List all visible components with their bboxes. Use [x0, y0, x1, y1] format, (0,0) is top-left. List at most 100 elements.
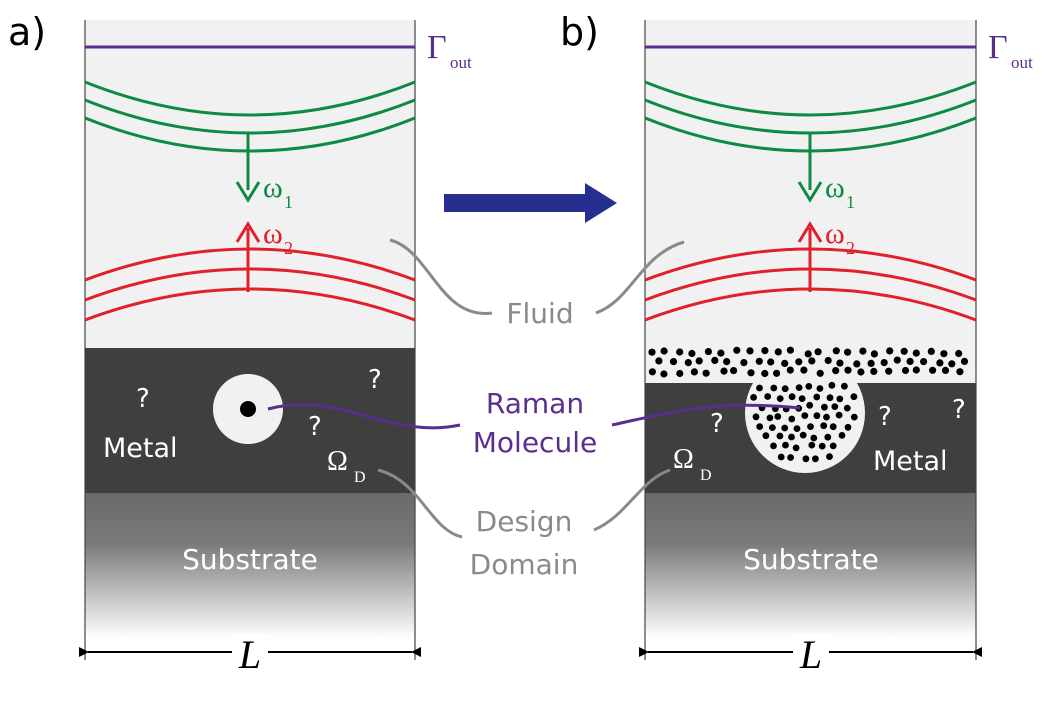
gamma-symbol: Γ — [988, 29, 1008, 66]
molecule-dot — [756, 384, 763, 392]
molecule-dot — [802, 455, 810, 463]
molecule-dot — [805, 383, 813, 390]
length-label: L — [799, 632, 822, 677]
molecule-dot — [761, 347, 769, 355]
molecule-dot — [906, 357, 914, 365]
question-mark: ? — [308, 412, 322, 442]
molecule-dot — [795, 358, 803, 366]
molecule-dot — [769, 424, 776, 431]
molecule-dot — [948, 360, 956, 368]
molecule-dot — [669, 358, 678, 366]
omega1-symbol: ω — [825, 171, 845, 204]
molecule-dot — [660, 347, 668, 355]
length-label-bg — [232, 634, 268, 670]
molecule-dot — [853, 360, 861, 368]
raman-molecule-dot — [240, 401, 256, 417]
molecule-dot — [816, 385, 824, 392]
molecule-dot — [821, 403, 828, 411]
fluid-region — [85, 20, 415, 350]
molecule-dot — [756, 423, 764, 430]
molecule-dot — [733, 346, 741, 354]
molecule-dot — [901, 366, 910, 375]
molecule-dot — [786, 346, 795, 354]
molecule-dot — [730, 367, 738, 375]
raman-label-line2: Molecule — [473, 426, 597, 459]
panel-label: b) — [560, 10, 599, 54]
incident-wavefront — [84, 98, 416, 135]
molecule-dot — [844, 423, 852, 431]
scattered-wavefront — [84, 267, 416, 302]
molecule-dot — [886, 347, 894, 355]
molecule-dot — [955, 349, 963, 358]
molecule-dot — [774, 348, 782, 356]
molecule-dot — [752, 413, 760, 421]
molecule-dot — [648, 368, 657, 376]
molecule-dot — [788, 433, 795, 441]
molecule-dot — [776, 395, 784, 402]
molecule-dot — [774, 413, 782, 420]
molecule-dot — [956, 368, 964, 376]
molecule-dot — [831, 403, 839, 410]
molecule-dot — [807, 423, 814, 430]
molecule-dot — [795, 384, 803, 391]
molecule-dot — [841, 382, 848, 390]
substrate-region — [85, 493, 415, 638]
omega1-subscript: 1 — [846, 192, 855, 212]
molecule-dot — [676, 369, 684, 378]
scattered-wavefront — [84, 287, 416, 322]
molecule-dot — [885, 367, 893, 375]
molecule-dot — [836, 395, 844, 403]
design-domain-subscript: D — [354, 469, 366, 486]
panel-b: b) Γ out ω 1 ω 2 ? ? ? — [560, 10, 1033, 677]
molecule-dot — [684, 359, 692, 367]
molecule-dot — [767, 358, 775, 366]
molecule-dot — [832, 347, 840, 355]
incident-arrow-head — [797, 181, 823, 203]
molecule-dot — [832, 367, 840, 375]
molecule-dot — [941, 366, 950, 374]
incident-wavefront — [644, 80, 977, 117]
molecule-dot — [799, 431, 807, 439]
molecule-dot — [761, 369, 769, 378]
molecule-dot — [824, 356, 832, 365]
molecule-dot — [720, 367, 728, 375]
raman-pointer-left — [267, 403, 461, 430]
molecule-dot — [781, 359, 789, 367]
molecule-dot — [808, 441, 816, 449]
molecule-dot — [755, 357, 763, 365]
molecule-dot — [762, 432, 770, 440]
molecule-dot — [660, 370, 668, 378]
panel-a: a) Γ out ω 1 ω 2 ? ? ? Metal — [8, 10, 472, 677]
design-label-line2: Domain — [470, 548, 579, 581]
molecule-dot — [764, 393, 772, 400]
fluid-pointer-right — [595, 240, 685, 315]
molecule-dot — [801, 412, 809, 419]
molecule-dot — [781, 385, 789, 393]
molecule-dot — [792, 444, 800, 452]
question-mark: ? — [710, 409, 724, 439]
length-label: L — [238, 632, 261, 677]
molecule-dot — [826, 394, 834, 402]
molecule-dot — [829, 423, 837, 431]
scattered-wavefront — [84, 247, 416, 282]
molecule-dot — [800, 366, 808, 374]
molecule-dot — [750, 394, 757, 401]
raman-label-line1: Raman — [486, 387, 584, 420]
molecule-dot — [793, 425, 801, 432]
molecule-dot — [835, 411, 843, 419]
molecule-dot — [747, 369, 755, 377]
scattered-arrow-head — [235, 221, 261, 243]
molecule-dot — [777, 453, 785, 461]
fluid-region — [645, 20, 976, 385]
panel-label: a) — [8, 10, 46, 54]
molecule-dot — [820, 422, 828, 430]
omega2-subscript: 2 — [284, 238, 293, 258]
incident-arrow-head — [235, 181, 261, 203]
design-label-line1: Design — [476, 505, 573, 538]
molecule-dot — [844, 366, 852, 374]
design-domain-symbol: Ω — [673, 444, 694, 475]
omega1-symbol: ω — [263, 171, 283, 204]
design-pointer-left — [377, 468, 463, 539]
molecule-dot — [773, 369, 781, 377]
molecule-dot — [920, 358, 928, 366]
